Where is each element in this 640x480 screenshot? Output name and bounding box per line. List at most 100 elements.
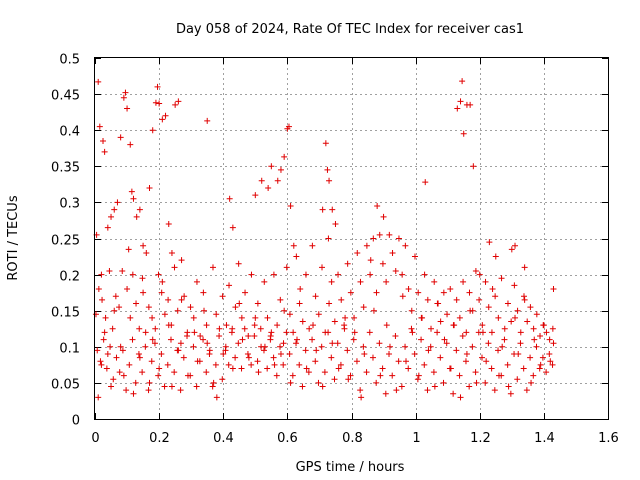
data-point xyxy=(125,246,132,253)
data-point xyxy=(111,307,118,314)
data-point xyxy=(225,361,232,368)
data-point xyxy=(149,127,156,134)
data-point xyxy=(193,383,200,390)
data-point xyxy=(528,379,535,386)
data-point xyxy=(103,365,110,372)
data-point xyxy=(353,358,360,365)
data-point xyxy=(418,314,425,321)
data-point xyxy=(154,83,161,90)
data-point xyxy=(281,153,288,160)
x-tick-label: 1 xyxy=(412,431,420,446)
data-point xyxy=(98,271,105,278)
data-point xyxy=(174,347,181,354)
data-point xyxy=(236,300,243,307)
data-point xyxy=(459,78,466,85)
data-point xyxy=(537,332,544,339)
data-point xyxy=(302,271,309,278)
data-point xyxy=(543,369,550,376)
data-point xyxy=(136,354,143,361)
data-point xyxy=(226,282,233,289)
data-point xyxy=(216,325,223,332)
data-point xyxy=(358,394,365,401)
data-point xyxy=(473,379,480,386)
data-point xyxy=(421,271,428,278)
data-point xyxy=(472,369,479,376)
data-point xyxy=(191,329,198,336)
data-point xyxy=(341,322,348,329)
data-point xyxy=(540,322,547,329)
data-point xyxy=(280,340,287,347)
data-point xyxy=(270,354,277,361)
data-point xyxy=(161,383,168,390)
data-point xyxy=(370,235,377,242)
data-point xyxy=(95,394,102,401)
data-point xyxy=(101,329,108,336)
data-point xyxy=(120,94,127,101)
data-point xyxy=(462,358,469,365)
data-point xyxy=(167,336,174,343)
y-tick-label: 0.25 xyxy=(51,234,80,249)
data-point xyxy=(122,89,129,96)
data-point xyxy=(178,257,185,264)
plot-frame xyxy=(94,57,609,420)
data-point xyxy=(171,369,178,376)
data-point xyxy=(113,354,120,361)
data-point xyxy=(351,329,358,336)
data-point xyxy=(312,358,319,365)
data-point xyxy=(441,336,448,343)
data-point xyxy=(219,376,226,383)
data-point xyxy=(299,383,306,390)
data-point xyxy=(229,224,236,231)
data-point xyxy=(171,264,178,271)
data-point xyxy=(512,242,519,249)
data-point xyxy=(475,329,482,336)
data-point xyxy=(110,376,117,383)
data-point xyxy=(430,369,437,376)
data-point xyxy=(177,340,184,347)
data-point xyxy=(457,394,464,401)
data-point xyxy=(107,343,114,350)
data-point xyxy=(517,340,524,347)
x-tick-label: 0 xyxy=(91,431,99,446)
data-point xyxy=(283,264,290,271)
data-point xyxy=(335,365,342,372)
data-point xyxy=(476,296,483,303)
data-point xyxy=(424,296,431,303)
data-point xyxy=(460,130,467,137)
x-tick-label: 0.2 xyxy=(149,431,170,446)
data-point xyxy=(472,267,479,274)
data-point xyxy=(421,361,428,368)
data-point xyxy=(325,329,332,336)
data-point xyxy=(386,231,393,238)
data-point xyxy=(151,340,158,347)
data-point xyxy=(108,383,115,390)
y-tick-label: 0.35 xyxy=(51,161,80,176)
data-point xyxy=(440,379,447,386)
y-tick-label: 0 xyxy=(72,414,80,429)
data-point xyxy=(511,282,518,289)
data-point xyxy=(177,387,184,394)
data-point xyxy=(504,361,511,368)
data-point xyxy=(357,387,364,394)
data-point xyxy=(274,177,281,184)
data-point xyxy=(172,101,179,108)
data-point xyxy=(277,296,284,303)
data-point xyxy=(148,358,155,365)
data-point xyxy=(370,307,377,314)
data-point xyxy=(139,369,146,376)
data-point xyxy=(485,340,492,347)
data-point xyxy=(222,347,229,354)
data-point xyxy=(386,343,393,350)
data-point xyxy=(104,351,111,358)
data-point xyxy=(443,340,450,347)
data-point xyxy=(414,376,421,383)
data-point xyxy=(267,336,274,343)
data-point xyxy=(293,340,300,347)
data-point xyxy=(360,343,367,350)
data-point xyxy=(277,166,284,173)
data-point xyxy=(286,311,293,318)
data-point xyxy=(382,390,389,397)
data-point xyxy=(347,289,354,296)
data-point xyxy=(424,387,431,394)
